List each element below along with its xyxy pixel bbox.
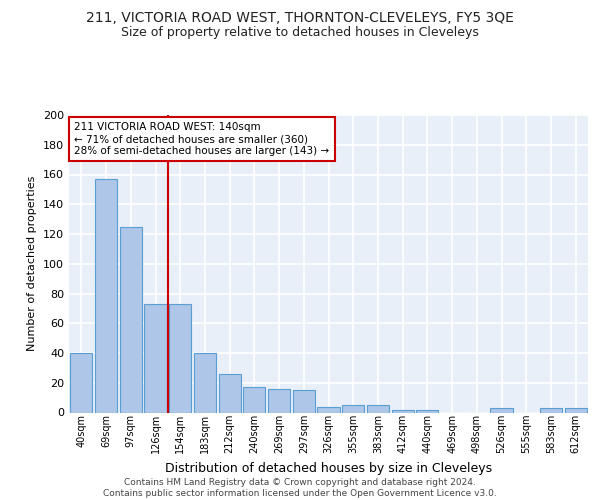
Bar [169,304,191,412]
Text: Size of property relative to detached houses in Cleveleys: Size of property relative to detached ho… [121,26,479,39]
Bar [218,374,241,412]
Bar [490,408,512,412]
Bar [540,408,562,412]
Y-axis label: Number of detached properties: Number of detached properties [28,176,37,352]
Bar [392,410,414,412]
Bar [317,406,340,412]
Bar [342,405,364,412]
Bar [293,390,315,412]
Text: Contains HM Land Registry data © Crown copyright and database right 2024.
Contai: Contains HM Land Registry data © Crown c… [103,478,497,498]
Bar [95,179,117,412]
Bar [565,408,587,412]
Bar [243,387,265,412]
Text: 211, VICTORIA ROAD WEST, THORNTON-CLEVELEYS, FY5 3QE: 211, VICTORIA ROAD WEST, THORNTON-CLEVEL… [86,11,514,25]
Bar [194,353,216,412]
Text: 211 VICTORIA ROAD WEST: 140sqm
← 71% of detached houses are smaller (360)
28% of: 211 VICTORIA ROAD WEST: 140sqm ← 71% of … [74,122,329,156]
Bar [367,405,389,412]
Bar [70,353,92,412]
X-axis label: Distribution of detached houses by size in Cleveleys: Distribution of detached houses by size … [165,462,492,474]
Bar [268,388,290,412]
Bar [119,226,142,412]
Bar [145,304,167,412]
Bar [416,410,439,412]
